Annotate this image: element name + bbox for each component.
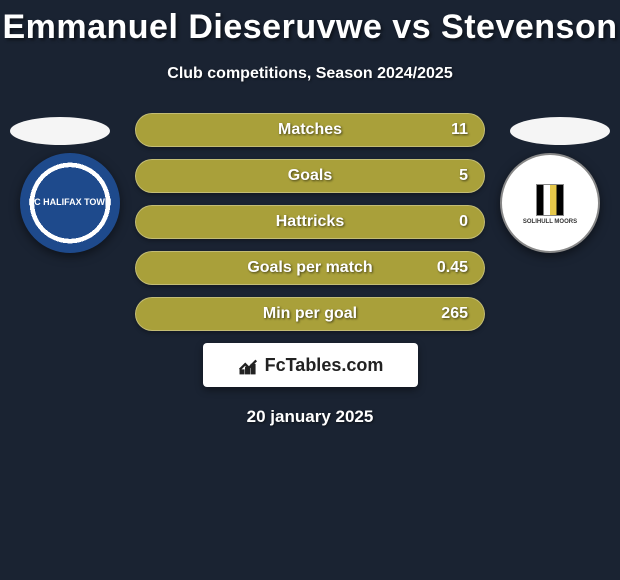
- club-crest-right-label: SOLIHULL MOORS: [523, 219, 577, 226]
- player-right-platform: [510, 117, 610, 145]
- brand-badge: FcTables.com: [203, 343, 418, 387]
- stat-value: 11: [451, 121, 468, 139]
- subtitle: Club competitions, Season 2024/2025: [0, 65, 620, 83]
- stat-value: 0.45: [437, 259, 468, 277]
- stat-bar-goals: Goals 5: [135, 159, 485, 193]
- stat-label: Min per goal: [263, 305, 357, 323]
- stat-bar-matches: Matches 11: [135, 113, 485, 147]
- crest-right-stripe-icon: [536, 184, 564, 216]
- club-crest-left: FC HALIFAX TOWN: [20, 153, 120, 253]
- player-left-platform: [10, 117, 110, 145]
- chart-icon: [237, 354, 259, 376]
- brand-text: FcTables.com: [265, 355, 384, 376]
- comparison-stage: FC HALIFAX TOWN SOLIHULL MOORS Matches 1…: [0, 113, 620, 427]
- stat-bar-hattricks: Hattricks 0: [135, 205, 485, 239]
- stats-bars: Matches 11 Goals 5 Hattricks 0 Goals per…: [135, 113, 485, 331]
- stat-label: Matches: [278, 121, 342, 139]
- stat-bar-min-per-goal: Min per goal 265: [135, 297, 485, 331]
- club-crest-left-label: FC HALIFAX TOWN: [29, 198, 112, 208]
- stat-label: Hattricks: [276, 213, 344, 231]
- stat-label: Goals per match: [247, 259, 372, 277]
- stat-label: Goals: [288, 167, 332, 185]
- stat-value: 5: [459, 167, 468, 185]
- stat-value: 0: [459, 213, 468, 231]
- date-label: 20 january 2025: [10, 407, 610, 427]
- club-crest-right: SOLIHULL MOORS: [500, 153, 600, 253]
- page-title: Emmanuel Dieseruvwe vs Stevenson: [0, 0, 620, 47]
- stat-bar-goals-per-match: Goals per match 0.45: [135, 251, 485, 285]
- stat-value: 265: [441, 305, 468, 323]
